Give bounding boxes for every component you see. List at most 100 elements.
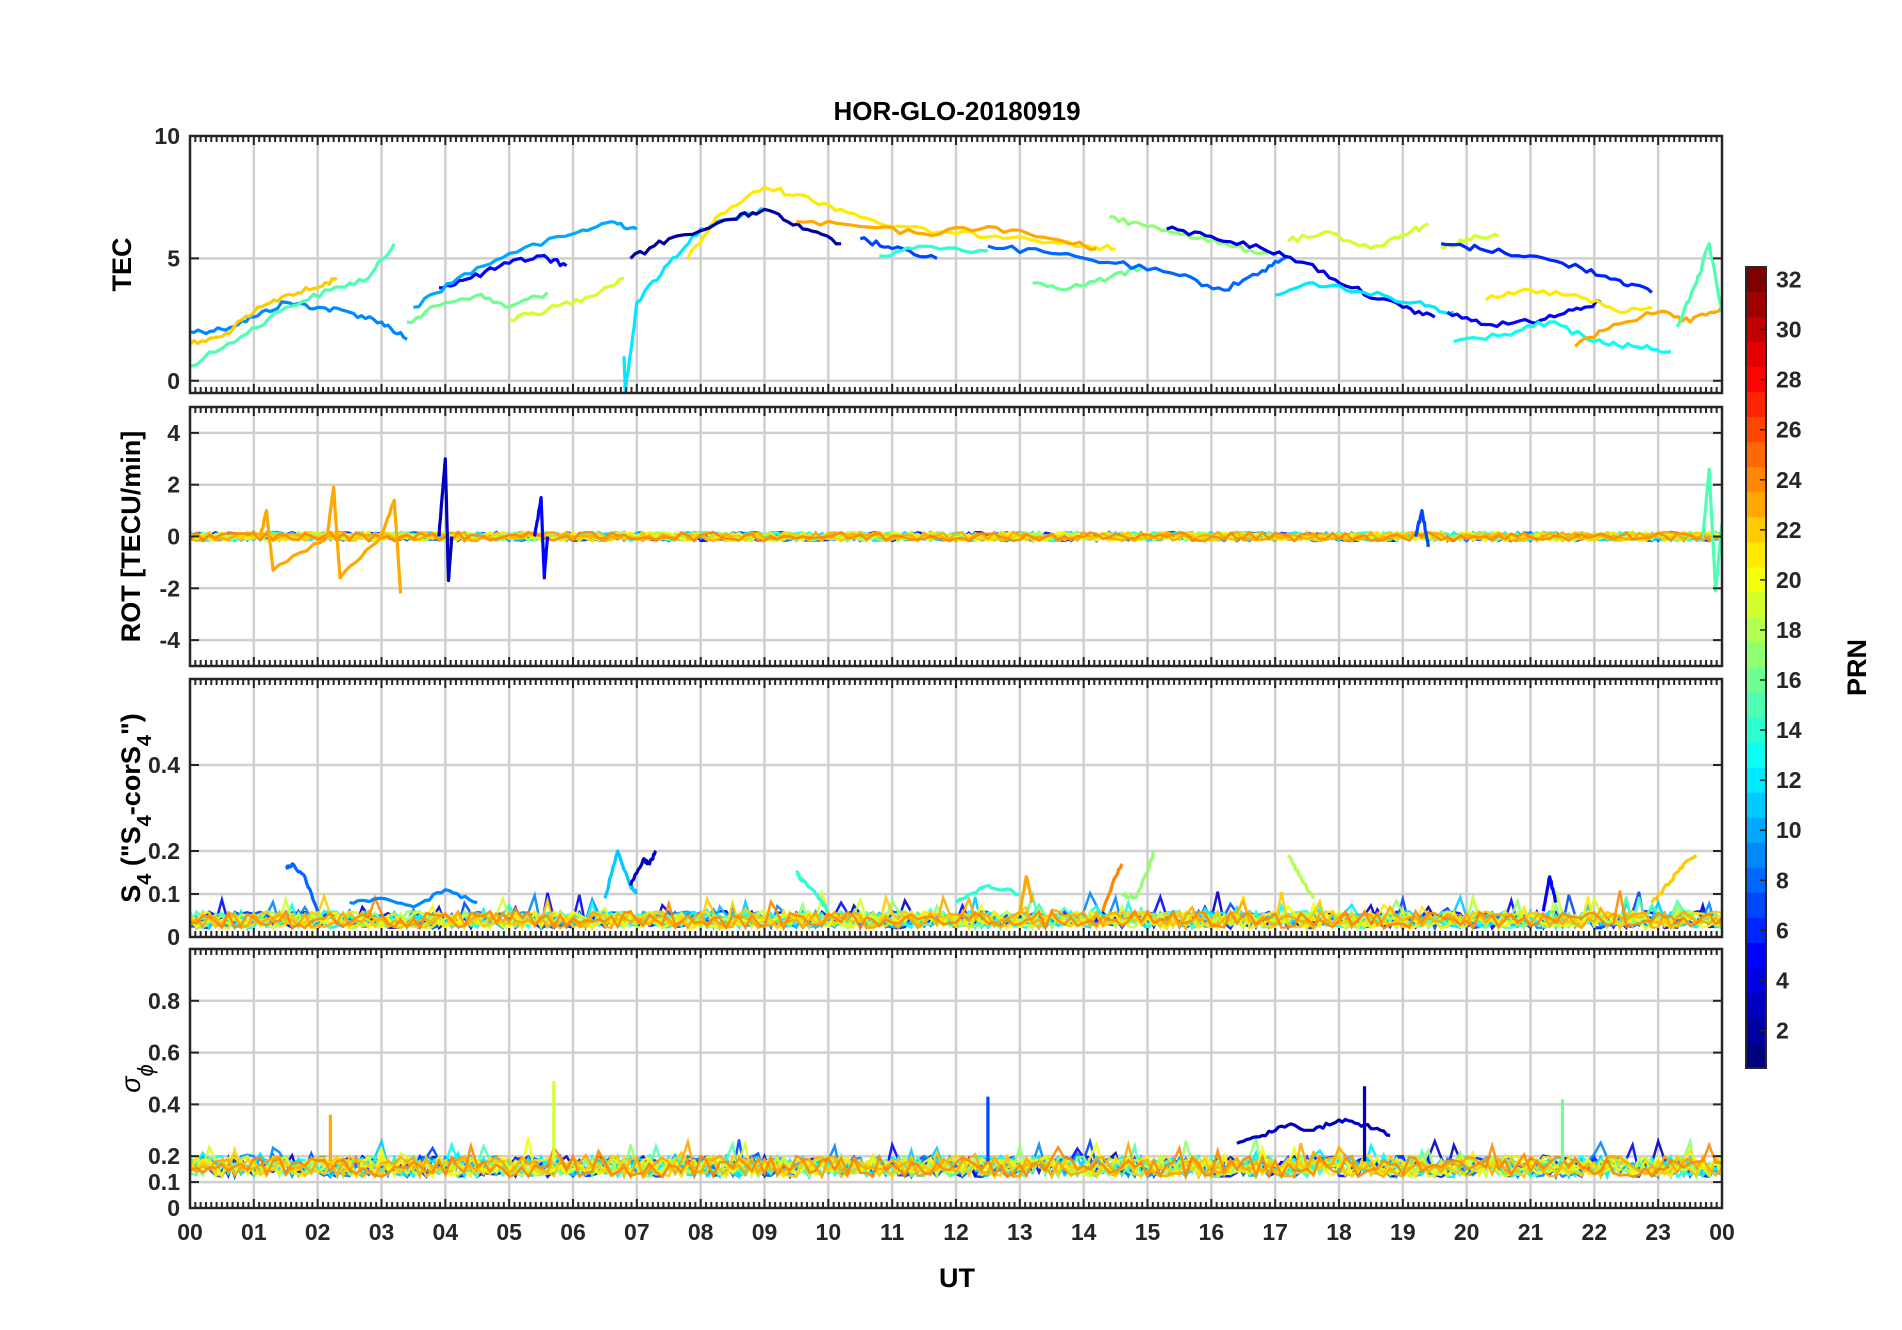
colorbar-tick-label: 10: [1776, 817, 1802, 843]
colorbar-segment: [1746, 967, 1766, 994]
grid-s4: [190, 679, 1722, 937]
panel-rot: -4 -2 0 2 4 ROT [TECU/min]: [116, 405, 1724, 668]
colorbar-segment: [1746, 742, 1766, 769]
colorbar-segment: [1746, 542, 1766, 568]
colorbar-tick-label: 16: [1776, 667, 1802, 693]
series-line: [1236, 1117, 1391, 1145]
x-axis: 00 01 02 03 04 05 06 07 08 09 10 11 12 13 14 15 16 17 18 19…: [177, 1219, 1735, 1245]
colorbar-segment: [1746, 342, 1766, 368]
series-group-tec: [190, 185, 1722, 393]
colorbar-tick-label: 26: [1776, 417, 1802, 443]
series-line: [879, 244, 989, 258]
baseline-trace: [190, 1141, 1722, 1182]
x-tick-label: 09: [752, 1219, 778, 1245]
y-tick-label: 0.1: [148, 1169, 180, 1195]
y-tick-label: 0.6: [148, 1040, 180, 1066]
y-tick-label: 4: [167, 420, 180, 446]
colorbar-segment: [1746, 517, 1766, 543]
colorbar-segment: [1746, 717, 1766, 744]
series-line: [987, 244, 1289, 292]
baseline-trace: [190, 1145, 1722, 1180]
y-tick-label: 0: [167, 368, 180, 394]
y-tick-label: -2: [160, 575, 180, 601]
colorbar-frame: [1745, 266, 1767, 1069]
series-line: [190, 242, 396, 368]
series-line: [1286, 854, 1315, 900]
series-group-sigma_phi: [190, 1081, 1722, 1182]
baseline-trace: [190, 1148, 1722, 1181]
colorbar-segment: [1746, 817, 1766, 844]
colorbar-tick-label: 12: [1776, 767, 1802, 793]
colorbar-segment: [1746, 917, 1766, 944]
colorbar-tick-label: 6: [1776, 917, 1789, 943]
x-tick-label: 14: [1071, 1219, 1097, 1245]
y-tick-label: 2: [167, 472, 180, 498]
colorbar-segment: [1746, 842, 1766, 869]
x-tick-label: 08: [688, 1219, 714, 1245]
y-tick-label: 0.4: [148, 752, 180, 778]
series-line: [1650, 853, 1698, 904]
colorbar-segment: [1746, 442, 1766, 468]
y-tick-label: -4: [160, 627, 181, 653]
x-axis-label: UT: [939, 1263, 975, 1293]
series-line: [1120, 850, 1156, 900]
colorbar-segment: [1746, 642, 1766, 669]
x-tick-label: 10: [816, 1219, 842, 1245]
colorbar-segment: [1746, 1017, 1766, 1044]
x-tick-label: 00: [177, 1219, 203, 1245]
grid-tec: [190, 136, 1722, 393]
colorbar-tick-label: 4: [1776, 967, 1789, 993]
series-line: [1484, 287, 1653, 315]
ticks-rot: -4 -2 0 2 4: [160, 407, 1723, 666]
series-line: [795, 870, 829, 913]
series-line: [258, 485, 403, 594]
colorbar-segment: [1746, 992, 1766, 1019]
series-line: [438, 253, 568, 290]
series-line: [1453, 320, 1672, 354]
series-line: [284, 862, 320, 912]
panel-s4: 0 0.1 0.2 0.4S4 ("S4-corS4"): [116, 677, 1724, 950]
colorbar-segment: [1746, 267, 1766, 293]
colorbar-segment: [1746, 792, 1766, 819]
series-line: [859, 236, 938, 260]
series-line: [1675, 242, 1722, 328]
series-line: [1101, 863, 1124, 912]
colorbar-segment: [1746, 492, 1766, 518]
x-tick-label: 00: [1709, 1219, 1735, 1245]
x-tick-label: 20: [1454, 1219, 1480, 1245]
series-line: [349, 888, 478, 909]
y-tick-label: 0.2: [148, 1143, 180, 1169]
ticks-tec: 0 5 10: [154, 123, 1723, 394]
series-line: [413, 220, 638, 309]
y-tick-label: 0.4: [148, 1091, 180, 1117]
series-line: [686, 185, 1116, 260]
y-tick-label: 0: [167, 924, 180, 950]
x-tick-label: 12: [943, 1219, 969, 1245]
x-tick-label: 06: [560, 1219, 586, 1245]
series-line: [1414, 509, 1430, 548]
series-line: [406, 291, 549, 325]
x-tick-label: 19: [1390, 1219, 1416, 1245]
y-axis-label: S4 ("S4-corS4"): [116, 713, 156, 903]
y-tick-label: 0.1: [148, 881, 180, 907]
colorbar-segment: [1746, 392, 1766, 418]
colorbar-label: PRN: [1842, 639, 1872, 696]
y-tick-label: 0: [167, 524, 180, 550]
colorbar-segment: [1746, 317, 1766, 343]
colorbar-tick-label: 2: [1776, 1017, 1789, 1043]
colorbar-segment: [1746, 617, 1766, 644]
y-axis-label: TEC: [107, 238, 137, 292]
ticks-sigma_phi: 00.10.2 0.4 0.6 0.8: [148, 949, 1723, 1221]
panel-tec: 0 5 10 TEC: [107, 123, 1724, 395]
colorbar-tick-label: 8: [1776, 867, 1789, 893]
y-tick-label: 0: [167, 1195, 180, 1221]
colorbar-segment: [1746, 292, 1766, 318]
series-line: [1032, 266, 1142, 292]
colorbar-segment: [1746, 592, 1766, 619]
series-line: [1701, 467, 1722, 593]
x-tick-label: 01: [241, 1219, 267, 1245]
colorbar-segment: [1746, 417, 1766, 443]
baseline-trace: [190, 530, 1722, 543]
colorbar-segment: [1746, 567, 1766, 594]
colorbar-tick-label: 20: [1776, 567, 1802, 593]
